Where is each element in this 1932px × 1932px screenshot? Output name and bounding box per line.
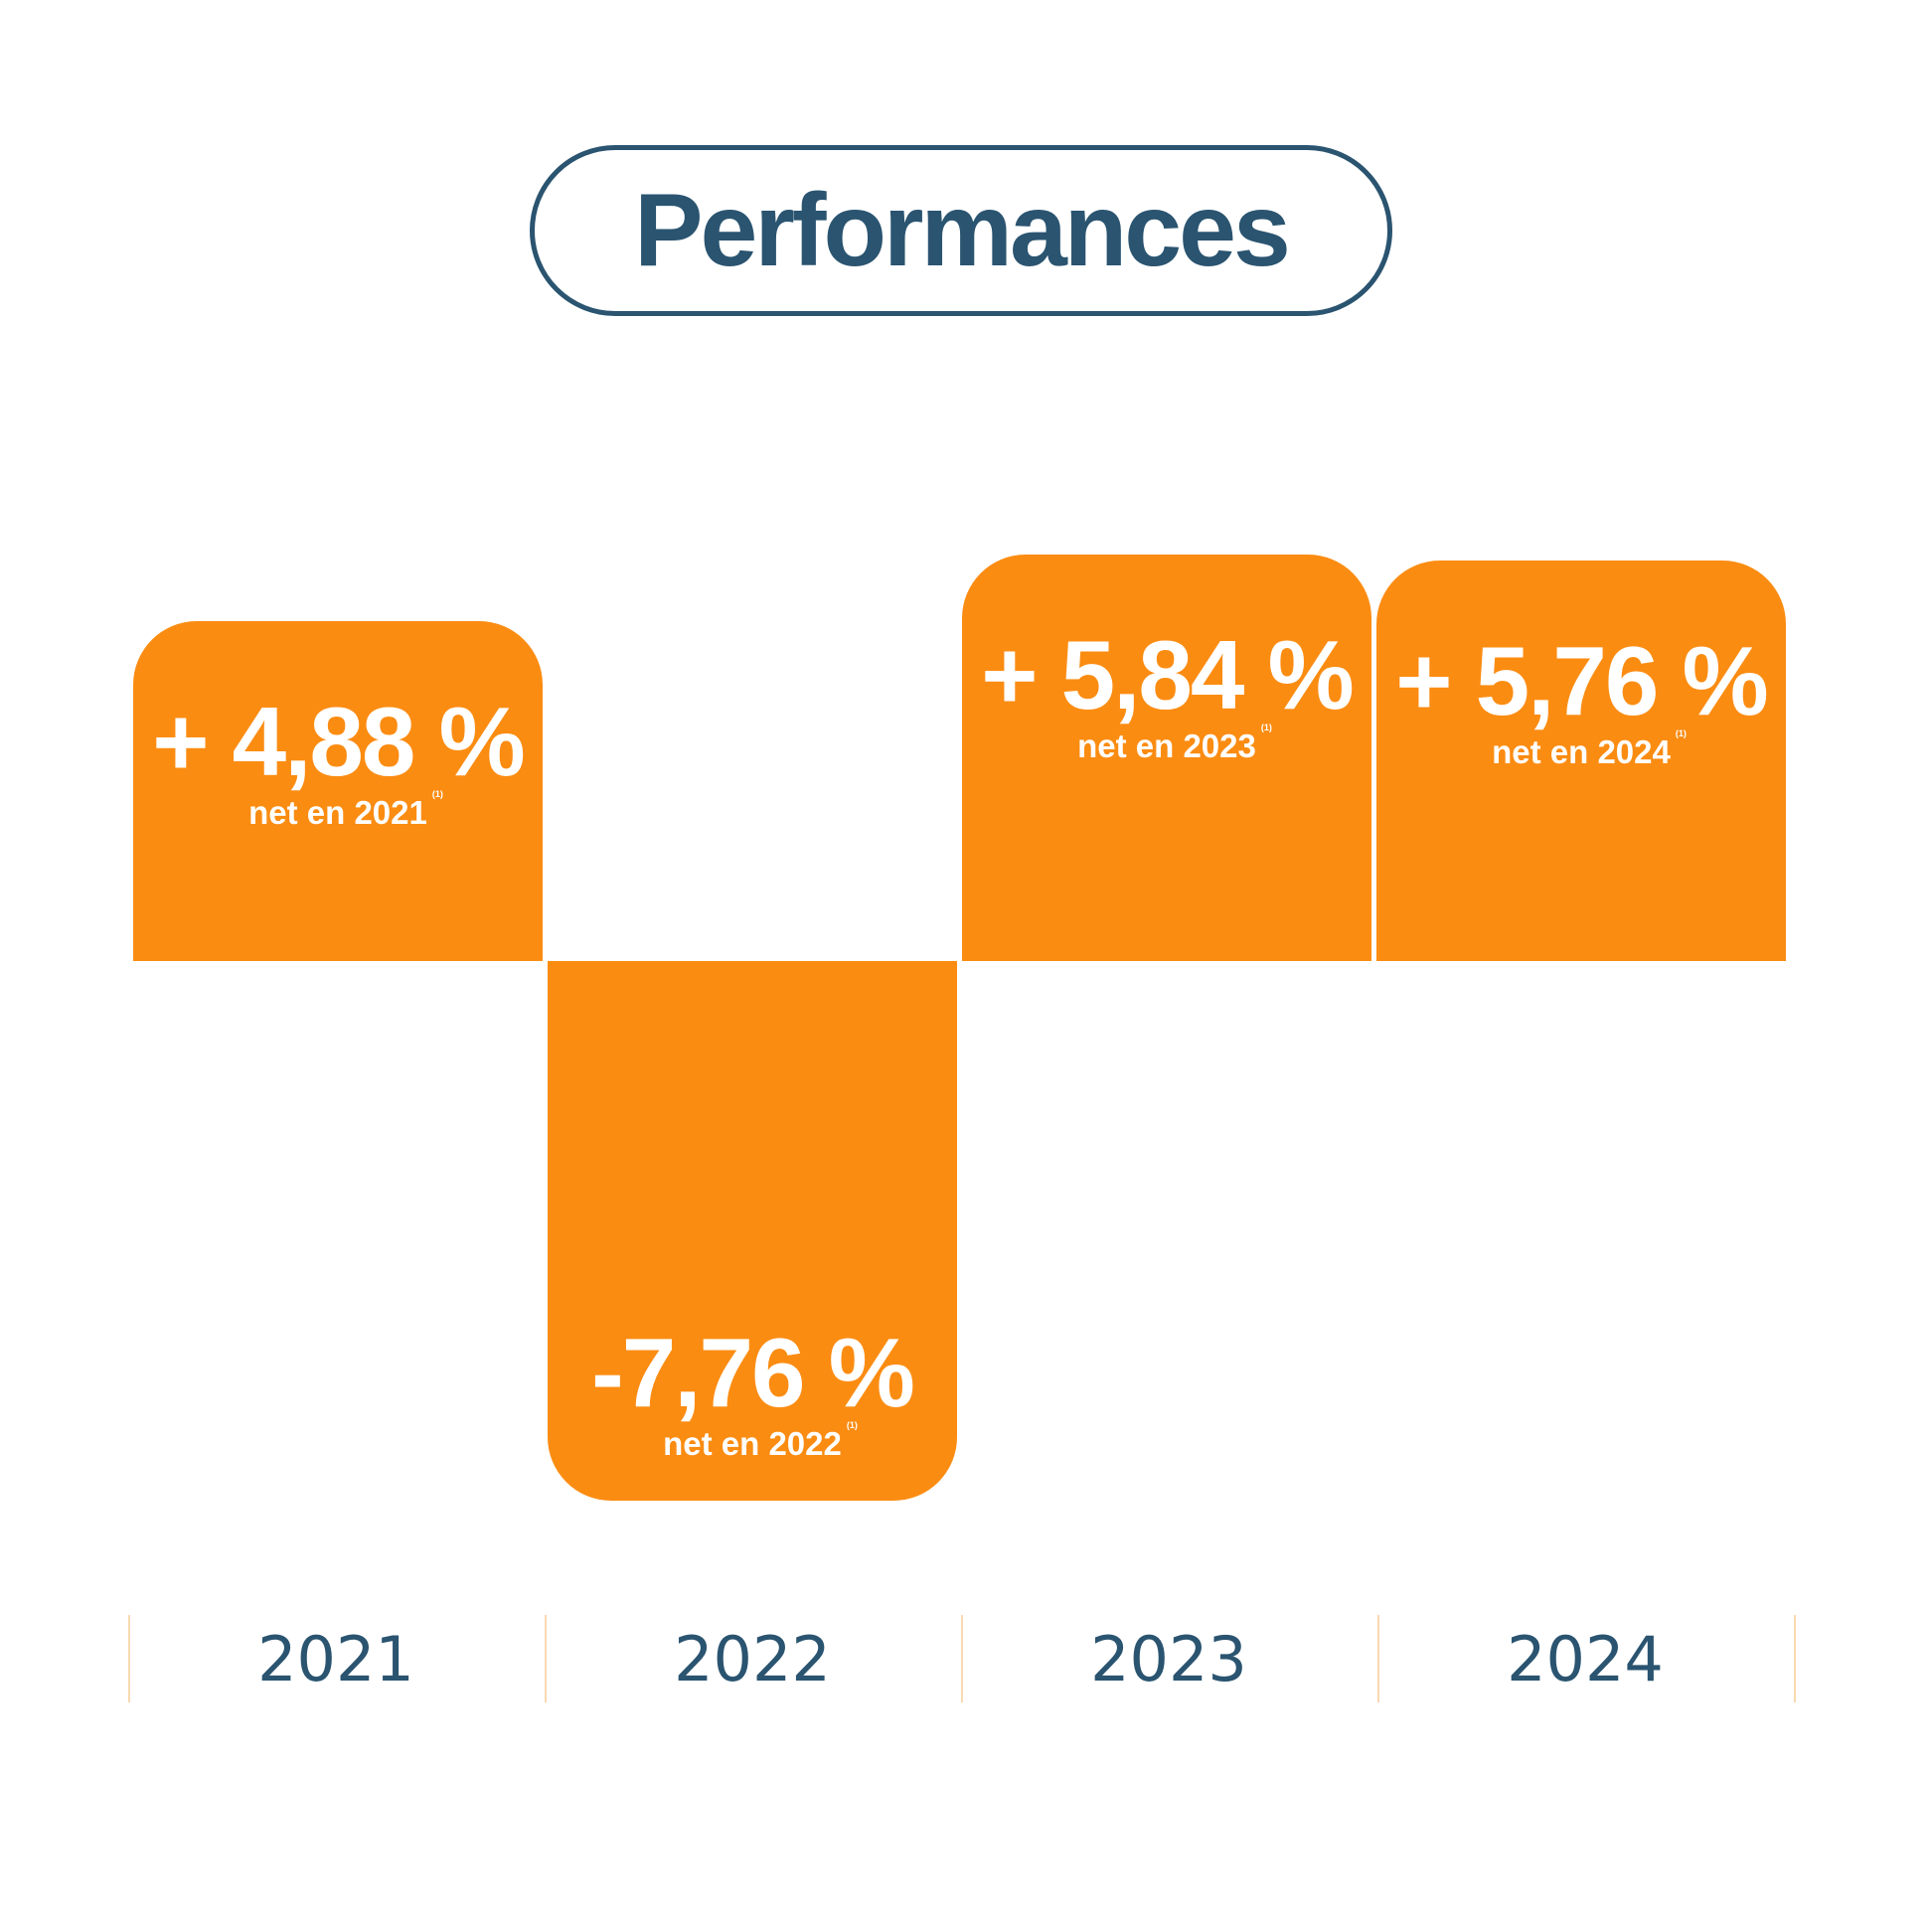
axis-separator: [545, 1615, 547, 1702]
footnote-marker: (1): [846, 1420, 858, 1431]
bar-2021: [133, 621, 543, 961]
data-label-2024: + 5,76 % net en 2024 (1): [1395, 625, 1769, 770]
value-label: -7,76 %: [591, 1318, 915, 1428]
title-pill: Performances: [530, 145, 1392, 316]
x-tick-2022: 2022: [674, 1623, 831, 1695]
axis-separator: [1377, 1615, 1379, 1702]
sub-label: net en 2022 (1): [663, 1420, 858, 1463]
sub-label: net en 2023 (1): [1077, 723, 1272, 765]
footnote-marker: (1): [1675, 727, 1687, 738]
value-label: + 5,84 %: [981, 620, 1355, 730]
x-tick-2024: 2024: [1507, 1623, 1664, 1695]
bar-2023: [962, 555, 1371, 961]
axis-separator: [961, 1615, 963, 1702]
value-label: + 5,76 %: [1395, 625, 1769, 735]
data-label-2023: + 5,84 % net en 2023 (1): [981, 620, 1355, 765]
x-tick-2023: 2023: [1090, 1623, 1247, 1695]
bar-2024: [1376, 560, 1786, 961]
footnote-marker: (1): [431, 789, 443, 800]
chart-title: Performances: [634, 173, 1291, 288]
axis-separator: [1794, 1615, 1796, 1702]
footnote-marker: (1): [1260, 723, 1272, 733]
value-label: + 4,88 %: [152, 687, 526, 797]
sub-label: net en 2024 (1): [1492, 727, 1687, 770]
data-label-2022: -7,76 % net en 2022 (1): [591, 1318, 915, 1463]
bar-2022: [548, 961, 957, 1502]
data-label-2021: + 4,88 % net en 2021 (1): [152, 687, 526, 832]
x-tick-2021: 2021: [257, 1623, 414, 1695]
axis-separator: [128, 1615, 130, 1702]
sub-label: net en 2021 (1): [248, 789, 443, 832]
